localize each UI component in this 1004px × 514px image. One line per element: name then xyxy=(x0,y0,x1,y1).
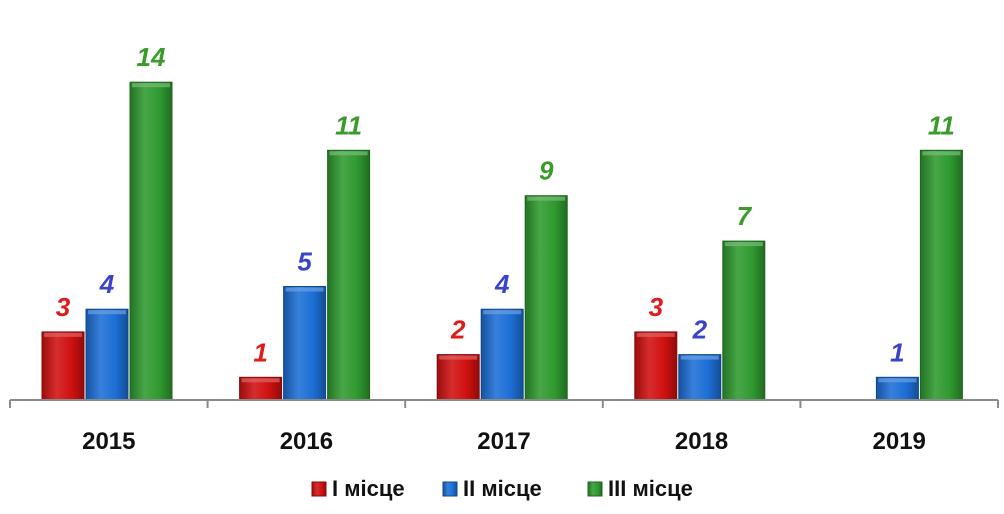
x-tick-label-2015: 2015 xyxy=(82,428,135,455)
bar-2018-series-1 xyxy=(634,331,678,401)
bar-2016-series-3 xyxy=(327,149,371,401)
bar-highlight xyxy=(439,355,478,360)
legend: I місце II місце III місце xyxy=(311,476,693,501)
legend-item-series-1: I місце xyxy=(311,476,405,501)
bar-highlight xyxy=(88,310,126,315)
legend-item-series-3: III місце xyxy=(587,476,693,501)
bar-highlight xyxy=(724,242,763,247)
value-label-2018-series-2: 2 xyxy=(692,315,708,345)
legend-item-series-2: II місце xyxy=(442,476,542,501)
value-label-2017-series-2: 4 xyxy=(494,269,510,299)
bar-2017-series-2 xyxy=(480,308,524,401)
value-label-2017-series-1: 2 xyxy=(450,315,466,345)
value-label-2016-series-1: 1 xyxy=(253,337,267,367)
bars-layer xyxy=(41,81,963,401)
x-tick-label-2018: 2018 xyxy=(675,428,728,455)
bar-2019-series-3 xyxy=(919,149,963,401)
legend-swatch xyxy=(311,481,327,497)
bar-highlight xyxy=(878,378,917,383)
x-tick-label-2017: 2017 xyxy=(477,428,530,455)
bar-highlight xyxy=(680,355,719,360)
bar-2018-series-3 xyxy=(722,240,766,401)
legend-label: II місце xyxy=(463,476,542,501)
value-label-2019-series-2: 1 xyxy=(890,337,904,367)
bar-highlight xyxy=(483,310,522,315)
bar-2015-series-3 xyxy=(129,81,173,401)
value-label-2016-series-2: 5 xyxy=(297,247,312,277)
bar-2017-series-3 xyxy=(524,195,568,401)
x-tick-label-2019: 2019 xyxy=(873,428,926,455)
bar-highlight xyxy=(241,378,280,383)
bar-highlight xyxy=(636,332,675,337)
bar-2015-series-1 xyxy=(41,331,85,401)
bar-highlight xyxy=(329,151,368,156)
bar-highlight xyxy=(285,287,324,292)
value-label-2018-series-3: 7 xyxy=(737,201,753,231)
x-axis: 2015 2016 2017 2018 2019 xyxy=(9,399,999,455)
value-label-2019-series-3: 11 xyxy=(928,110,955,140)
bar-2015-series-2 xyxy=(85,308,129,401)
legend-swatch xyxy=(442,481,458,497)
value-label-2017-series-3: 9 xyxy=(539,156,554,186)
value-label-2015-series-1: 3 xyxy=(56,292,71,322)
value-label-2015-series-3: 14 xyxy=(137,42,166,72)
bar-highlight xyxy=(527,196,566,201)
legend-swatch xyxy=(587,481,603,497)
legend-label: III місце xyxy=(608,476,693,501)
value-label-2018-series-1: 3 xyxy=(649,292,664,322)
bar-2016-series-2 xyxy=(283,286,327,401)
x-tick-label-2016: 2016 xyxy=(280,428,333,455)
bar-2018-series-2 xyxy=(678,354,722,401)
bar-2017-series-1 xyxy=(436,354,480,401)
bar-highlight xyxy=(922,151,961,156)
value-label-2016-series-3: 11 xyxy=(335,110,362,140)
bar-highlight xyxy=(44,332,82,337)
value-label-2015-series-2: 4 xyxy=(99,269,115,299)
bar-highlight xyxy=(132,83,170,88)
legend-label: I місце xyxy=(332,476,405,501)
